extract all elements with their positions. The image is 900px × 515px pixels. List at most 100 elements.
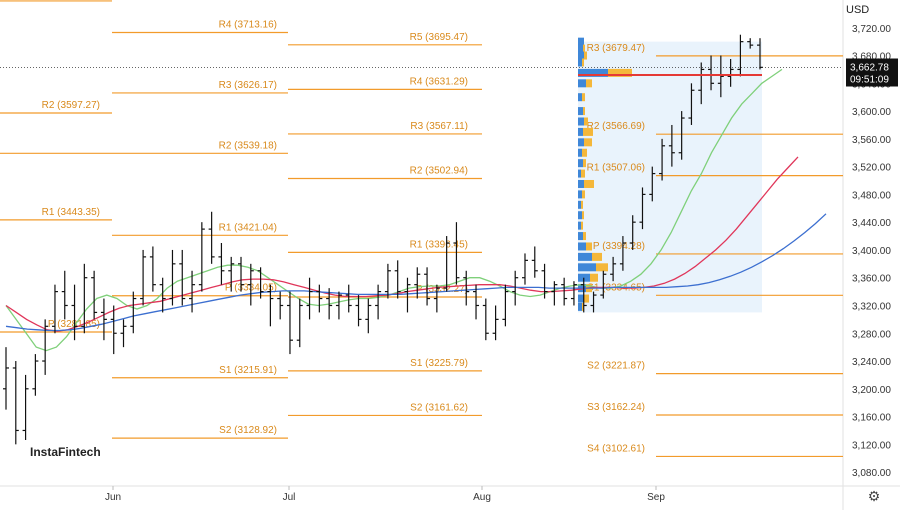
price-tick-label: 3,160.00: [852, 413, 891, 424]
price-tick-label: 3,440.00: [852, 218, 891, 229]
currency-label[interactable]: USD: [846, 4, 870, 16]
volume-bar-sell: [583, 107, 585, 116]
pivot-label: P (3332.27): [416, 284, 468, 295]
volume-bar-sell: [582, 58, 584, 67]
volume-bar-sell: [583, 127, 593, 136]
pivot-label: R3 (3567.11): [410, 121, 468, 132]
volume-bar-buy: [578, 58, 582, 67]
volume-bar-buy: [578, 263, 596, 272]
volume-bar-buy: [578, 242, 586, 251]
price-tick-label: 3,320.00: [852, 301, 891, 312]
candles: [3, 34, 763, 452]
volume-bar-buy: [578, 294, 584, 303]
pivot-label: R1 (3421.04): [219, 222, 277, 233]
time-axis[interactable]: Jun Jul Aug Sep: [105, 486, 665, 503]
volume-bar-buy: [578, 211, 582, 220]
pivot-label: S2 (3128.92): [219, 425, 277, 436]
price-tick-label: 3,240.00: [852, 357, 891, 368]
volume-bar-sell: [581, 221, 583, 230]
price-axis[interactable]: 3,720.003,680.003,640.003,600.003,560.00…: [846, 24, 898, 479]
volume-bar-sell: [582, 148, 587, 157]
time-axis-label: Sep: [647, 492, 665, 503]
pivot-label: S2 (3161.62): [410, 402, 468, 413]
volume-bar-buy: [578, 148, 582, 157]
pivot-label: S2 (3221.87): [587, 361, 645, 372]
price-tick-label: 3,360.00: [852, 274, 891, 285]
volume-bar-buy: [578, 232, 583, 241]
volume-bar-sell: [584, 138, 592, 147]
volume-bar-buy: [578, 138, 584, 147]
ma-green-line: [5, 68, 783, 352]
current-price-badge: [846, 58, 898, 87]
volume-bar-sell: [592, 252, 602, 261]
countdown-label: 09:51:09: [850, 74, 889, 85]
pivot-label: S1 (3225.79): [410, 358, 468, 369]
volume-bar-buy: [578, 200, 581, 209]
price-tick-label: 3,560.00: [852, 135, 891, 146]
brand-logo: InstaFintech: [24, 440, 107, 464]
volume-bar-buy: [578, 79, 586, 88]
volume-bar-buy: [578, 51, 584, 60]
value-area-rect: [578, 41, 762, 313]
volume-bar-sell: [582, 93, 585, 102]
gear-icon[interactable]: ⚙: [867, 488, 881, 504]
price-tick-label: 3,680.00: [852, 52, 891, 63]
price-tick-label: 3,200.00: [852, 385, 891, 396]
price-tick-label: 3,480.00: [852, 190, 891, 201]
pivot-label: R1 (3396.45): [410, 239, 468, 250]
pivot-label: R5 (3695.47): [410, 32, 468, 43]
pivot-label: R2 (3502.94): [410, 165, 468, 176]
volume-bar-sell: [596, 263, 608, 272]
volume-bar-buy: [578, 179, 584, 188]
price-tick-label: 3,280.00: [852, 329, 891, 340]
volume-bar-buy: [578, 37, 584, 46]
volume-bar-sell: [582, 211, 584, 220]
volume-bar-sell: [590, 273, 598, 282]
pivot-label: S1 (3215.91): [219, 365, 277, 376]
current-price-label: 3,662.78: [850, 62, 889, 73]
pivot-label: P (3394.28): [593, 241, 645, 252]
volume-bar-buy: [578, 169, 581, 178]
pivot-label: R2 (3566.69): [587, 121, 645, 132]
pivot-label: R4 (3713.16): [219, 20, 277, 31]
volume-bar-sell: [581, 200, 583, 209]
pivot-label: R3 (3679.47): [587, 43, 645, 54]
volume-bar-sell: [583, 44, 585, 53]
volume-bar-buy: [578, 302, 582, 311]
ma-blue-line: [5, 213, 827, 332]
volume-bar-sell: [583, 159, 586, 168]
time-axis-label: Jun: [105, 492, 121, 503]
value-area-box: [578, 41, 762, 313]
volume-bar-buy: [578, 190, 582, 199]
price-tick-label: 3,720.00: [852, 24, 891, 35]
volume-bar-buy: [578, 44, 583, 53]
pivot-label: S3 (3162.24): [587, 402, 645, 413]
volume-bar-buy: [578, 107, 583, 116]
volume-bar-sell: [584, 117, 588, 126]
pivot-label: S4 (3102.61): [587, 443, 645, 454]
price-tick-label: 3,120.00: [852, 440, 891, 451]
pivot-label: R1 (3443.35): [42, 207, 100, 218]
volume-bar-sell: [581, 169, 585, 178]
ma-red-line: [5, 156, 799, 332]
volume-bar-sell: [608, 68, 632, 77]
volume-bar-sell: [584, 179, 594, 188]
pivot-label: R2 (3539.18): [219, 140, 277, 151]
volume-bar-sell: [583, 232, 586, 241]
volume-bar-buy: [578, 221, 581, 230]
pivot-label: R2 (3597.27): [42, 100, 100, 111]
volume-bar-sell: [582, 302, 584, 311]
volume-bar-buy: [578, 117, 584, 126]
volume-bar-sell: [584, 294, 589, 303]
price-tick-label: 3,600.00: [852, 107, 891, 118]
volume-bar-buy: [578, 252, 592, 261]
volume-bar-buy: [578, 159, 583, 168]
time-axis-label: Jul: [283, 492, 296, 503]
price-tick-label: 3,400.00: [852, 246, 891, 257]
pivot-label: R3 (3626.17): [219, 80, 277, 91]
price-line: [0, 67, 843, 76]
moving-averages: [5, 68, 827, 352]
